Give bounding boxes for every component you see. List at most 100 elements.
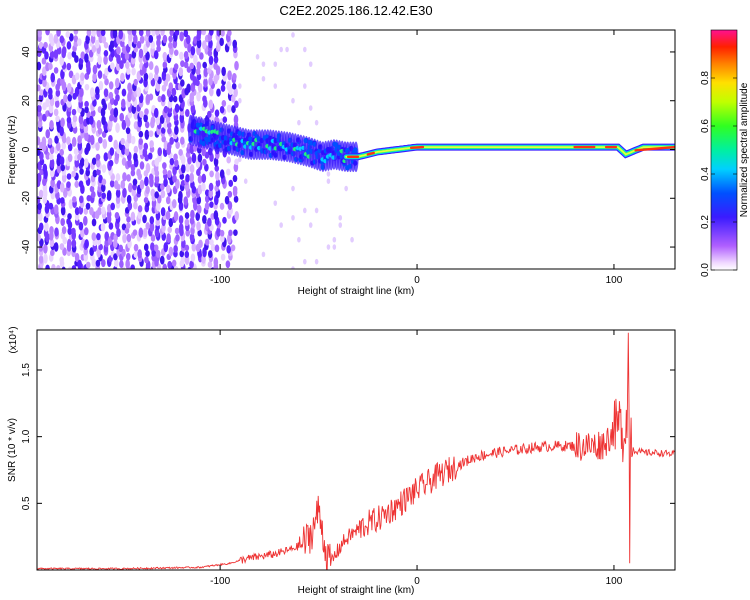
heatmap-cell xyxy=(139,110,144,118)
heatmap-cell xyxy=(96,168,101,176)
heatmap-cell xyxy=(91,218,97,227)
heatmap-cell xyxy=(65,31,71,38)
heatmap-cell xyxy=(219,37,224,47)
heatmap-cell xyxy=(196,204,202,214)
heatmap-cell xyxy=(199,52,204,60)
heatmap-cell xyxy=(180,79,185,87)
heatmap-cell xyxy=(189,260,194,269)
heatmap-cell xyxy=(174,125,179,135)
heatmap-cell xyxy=(86,142,91,152)
heatmap-cell xyxy=(124,146,130,157)
heatmap-cell xyxy=(193,54,198,65)
heatmap-cell xyxy=(95,86,100,96)
heatmap-cell xyxy=(143,142,149,151)
heatmap-cell xyxy=(148,173,154,182)
heatmap-cell xyxy=(122,233,127,244)
heatmap-cell xyxy=(37,61,42,71)
heatmap-cell xyxy=(185,109,190,118)
heatmap-cell xyxy=(73,148,79,155)
heatmap-cell xyxy=(53,67,59,74)
heatmap-cell xyxy=(145,162,151,174)
heatmap-cell xyxy=(233,195,239,203)
heatmap-cell xyxy=(227,200,233,211)
heatmap-cell xyxy=(189,144,195,155)
heatmap-cell xyxy=(127,82,132,92)
heatmap-cell xyxy=(248,136,253,142)
heatmap-cell xyxy=(208,182,214,192)
heatmap-cell xyxy=(332,244,337,250)
heatmap-cell xyxy=(185,173,190,183)
heatmap-cell xyxy=(113,239,118,249)
heatmap-cell xyxy=(165,196,171,205)
heatmap-cell xyxy=(227,70,232,81)
heatmap-cell xyxy=(142,214,147,224)
heatmap-cell xyxy=(97,207,102,216)
heatmap-cell xyxy=(162,51,168,61)
heatmap-cell xyxy=(130,169,136,177)
heatmap-cell xyxy=(59,55,65,66)
heatmap-cell xyxy=(297,236,301,243)
colorbar-tick-label: 0.2 xyxy=(700,215,711,229)
heatmap-cell xyxy=(48,62,53,70)
heatmap-cell xyxy=(213,257,219,268)
snr-y-tick-label: 0.5 xyxy=(21,496,32,510)
heatmap-cell xyxy=(48,153,54,161)
heatmap-cell xyxy=(204,189,210,197)
heatmap-cell xyxy=(59,182,65,193)
heatmap-cell xyxy=(39,238,44,247)
heatmap-cell xyxy=(198,239,203,249)
heatmap-cell xyxy=(83,207,89,215)
heatmap-cell xyxy=(204,151,210,159)
heatmap-cell xyxy=(197,229,202,237)
heatmap-cell xyxy=(74,252,80,263)
heatmap-cell xyxy=(60,206,66,216)
heatmap-cell xyxy=(53,242,59,252)
heatmap-cell xyxy=(101,164,107,173)
heatmap-cell xyxy=(172,95,178,103)
snr-axes: -100 0 100 0.5 1.0 1.5 xyxy=(21,330,675,587)
heatmap-cell xyxy=(98,174,103,184)
heatmap-cell xyxy=(131,67,136,76)
heatmap-cell xyxy=(118,244,124,253)
heatmap-cell xyxy=(53,204,59,215)
heatmap-cell xyxy=(71,136,77,148)
heatmap-cell xyxy=(162,263,168,269)
heatmap-cell xyxy=(314,258,319,265)
heatmap-cell xyxy=(220,253,226,261)
heatmap-cell xyxy=(185,229,190,237)
heatmap-cell xyxy=(173,211,179,222)
heatmap-cell xyxy=(53,108,59,117)
heatmap-cell xyxy=(338,222,343,228)
heatmap-cell xyxy=(108,118,113,130)
heatmap-cell xyxy=(96,30,101,38)
heatmap-cell xyxy=(145,185,150,195)
heatmap-cell xyxy=(115,122,120,133)
heatmap-cell xyxy=(95,259,101,267)
heatmap-cell xyxy=(92,169,98,178)
heatmap-cell xyxy=(89,185,95,193)
colorbar: 0.0 0.2 0.4 0.6 0.8 Normalized spectral ampl… xyxy=(700,29,750,277)
heatmap-cell xyxy=(84,53,89,63)
heatmap-cell xyxy=(167,170,172,179)
heatmap-cell xyxy=(49,158,55,169)
heatmap-cell xyxy=(162,162,167,170)
heatmap-cell xyxy=(174,30,180,36)
heatmap-cell xyxy=(38,212,43,222)
heatmap-cell xyxy=(125,127,131,135)
heatmap-cell xyxy=(80,228,85,238)
heatmap-cell xyxy=(332,236,337,243)
heatmap-cell xyxy=(133,152,138,162)
heatmap-cell xyxy=(145,222,151,230)
heatmap-cell xyxy=(71,239,77,248)
heatmap-cell xyxy=(96,233,101,241)
spectrogram-heatmap xyxy=(37,30,675,269)
heatmap-cell xyxy=(303,46,307,53)
heatmap-cell xyxy=(220,84,226,92)
heatmap-cell xyxy=(116,228,121,238)
heatmap-cell xyxy=(68,70,74,79)
heatmap-cell xyxy=(100,222,106,232)
heatmap-cell xyxy=(103,50,109,57)
heatmap-cell xyxy=(127,201,133,211)
heatmap-cell xyxy=(45,264,50,269)
heatmap-cell xyxy=(37,202,42,211)
